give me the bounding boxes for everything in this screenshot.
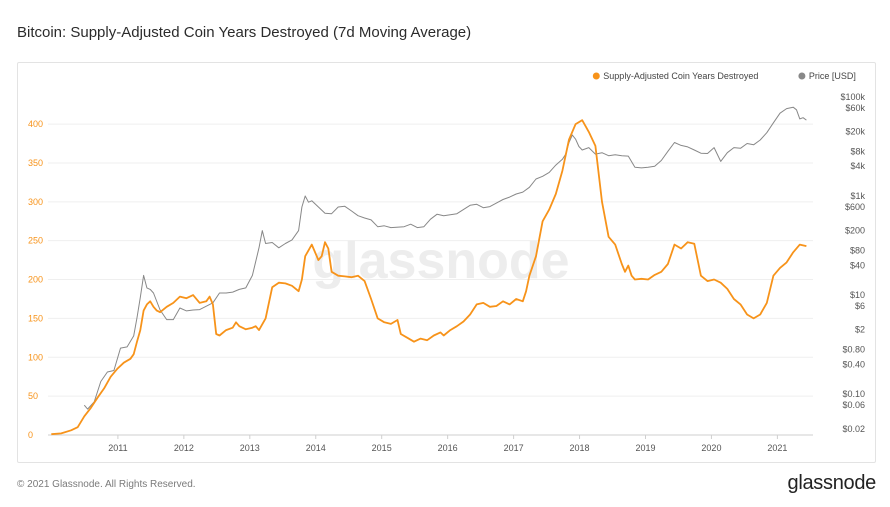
y-right-tick-label: $6 [855,301,865,311]
copyright: © 2021 Glassnode. All Rights Reserved. [17,479,196,490]
chart-svg: glassnode 0 50 100 150 200 250 300 350 400 $100k… [28,71,865,453]
y-left-tick-label: 50 [28,391,38,401]
x-axis: 2011 2012 2013 2014 2015 2016 2017 2018 2019 2020… [48,434,813,453]
y-left-tick-label: 250 [28,236,43,246]
y-left-tick-label: 350 [28,158,43,168]
y-left-tick-label: 100 [28,352,43,362]
y-right-tick-label: $10 [850,290,865,300]
y-right-tick-label: $20k [845,127,865,137]
x-tick-label: 2015 [372,443,392,453]
x-tick-label: 2012 [174,443,194,453]
y-right-tick-label: $0.80 [842,344,865,354]
x-tick-label: 2016 [438,443,458,453]
chart-title: Bitcoin: Supply-Adjusted Coin Years Dest… [17,24,472,41]
cyd-line-path [51,119,807,436]
y-right-tick-label: $2 [855,325,865,335]
legend-label: Price [USD] [809,71,856,81]
legend-label: Supply-Adjusted Coin Years Destroyed [603,71,758,81]
y-left-tick-label: 200 [28,275,43,285]
y-right-tick-label: $100k [840,92,865,102]
y-left-tick-label: 400 [28,119,43,129]
y-axis-right: $100k$60k$20k$8k$4k$1k$600$200$80$40$10$… [840,92,865,434]
series-price [83,106,807,410]
chart-panel: glassnode 0 50 100 150 200 250 300 350 400 $100k… [17,62,876,463]
y-right-tick-label: $0.02 [842,424,865,434]
y-axis-left: 0 50 100 150 200 250 300 350 400 [28,119,43,440]
x-tick-label: 2018 [570,443,590,453]
y-right-tick-label: $40 [850,260,865,270]
series-coin-years-destroyed [51,119,807,436]
x-tick-label: 2017 [504,443,524,453]
x-tick-label: 2021 [767,443,787,453]
y-left-tick-label: 0 [28,430,33,440]
grid-lines [48,123,813,436]
price-line-path [83,106,807,410]
x-tick-label: 2013 [240,443,260,453]
y-right-tick-label: $80 [850,245,865,255]
y-right-tick-label: $4k [850,161,865,171]
chart-legend: Supply-Adjusted Coin Years Destroyed Pric… [592,71,856,81]
y-right-tick-label: $60k [845,103,865,113]
x-tick-label: 2019 [635,443,655,453]
y-right-tick-label: $0.10 [842,389,865,399]
watermark: glassnode [312,232,569,290]
y-right-tick-label: $1k [850,191,865,201]
brand-logo: glassnode [787,472,877,494]
y-right-tick-label: $600 [845,202,865,212]
x-tick-label: 2011 [108,443,127,453]
x-tick-label: 2014 [306,443,326,453]
y-right-tick-label: $0.40 [842,359,865,369]
y-left-tick-label: 150 [28,313,43,323]
legend-marker [592,72,600,80]
legend-marker [798,72,806,80]
y-right-tick-label: $200 [845,226,865,236]
y-left-tick-label: 300 [28,197,43,207]
y-right-tick-label: $0.06 [842,400,865,410]
y-right-tick-label: $8k [850,146,865,156]
x-tick-label: 2020 [701,443,721,453]
